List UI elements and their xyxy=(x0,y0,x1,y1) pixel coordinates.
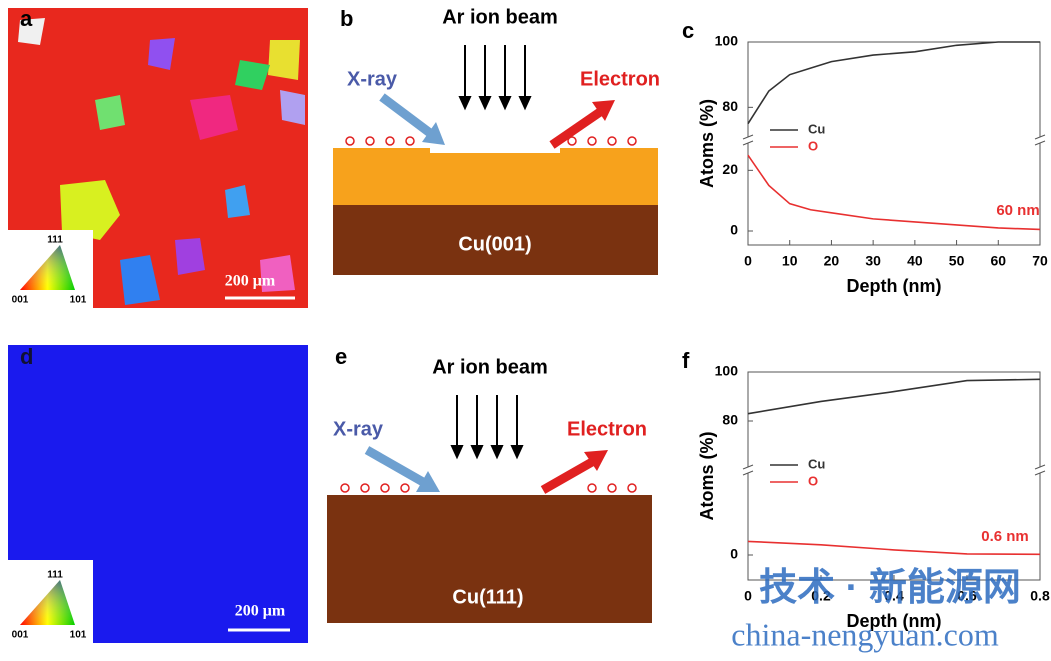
y-axis-label: Atoms (%) xyxy=(697,99,717,188)
y-tick-label: 0 xyxy=(730,546,738,562)
ebsd-map-a xyxy=(8,8,308,308)
x-tick-label: 30 xyxy=(865,253,881,269)
legend-label: 001 xyxy=(12,295,29,306)
oxide-layer xyxy=(333,148,658,206)
charts: 0 20 80 100 0 10 20 30 40 50 60 70 Depth (nm) Atoms (… xyxy=(682,18,1050,631)
electron-label: Electron xyxy=(580,68,660,90)
diagram-b xyxy=(460,45,530,108)
y-tick-label: 0 xyxy=(730,222,738,238)
x-tick-label: 0 xyxy=(744,253,752,269)
figure: a 111 001 101 200 μm d 111 001 101 200 μ… xyxy=(0,0,1051,661)
electrons xyxy=(346,137,636,145)
y-axis-label: Atoms (%) xyxy=(697,431,717,520)
legend-label: Cu xyxy=(808,456,825,471)
x-tick-label: 50 xyxy=(949,253,965,269)
xray-label: X-ray xyxy=(333,418,384,440)
legend-label: Cu xyxy=(808,121,825,136)
electrons xyxy=(341,484,636,492)
electron-arrow xyxy=(543,462,592,490)
annotation: 0.6 nm xyxy=(981,528,1029,545)
diagram-e xyxy=(452,395,522,457)
electron-label: Electron xyxy=(567,418,647,440)
legend-label: 001 xyxy=(12,630,29,641)
substrate-label: Cu(001) xyxy=(458,233,531,255)
legend-label: 111 xyxy=(47,570,63,581)
panel-label: f xyxy=(682,348,690,373)
x-tick-label: 70 xyxy=(1032,253,1048,269)
panel-label: c xyxy=(682,18,694,43)
xray-label: X-ray xyxy=(347,68,398,90)
panel-label: b xyxy=(340,6,353,31)
substrate-label: Cu(111) xyxy=(452,586,523,608)
plot-frame xyxy=(748,372,1040,580)
x-tick-label: 60 xyxy=(990,253,1006,269)
beam-label: Ar ion beam xyxy=(432,356,548,378)
scale-bar-label: 200 μm xyxy=(225,273,276,290)
x-tick-label: 40 xyxy=(907,253,923,269)
x-axis-label: Depth (nm) xyxy=(847,276,942,296)
panel-label: d xyxy=(20,344,33,369)
watermark: china-nengyuan.com xyxy=(731,616,999,652)
y-tick-label: 80 xyxy=(722,98,738,114)
y-tick-label: 100 xyxy=(715,363,739,379)
x-tick-label: 10 xyxy=(782,253,798,269)
legend-label: 101 xyxy=(70,630,87,641)
watermark: 技术 · 新能源网 xyxy=(759,567,1021,609)
beam-label: Ar ion beam xyxy=(442,6,558,28)
x-tick-label: 0 xyxy=(744,588,752,604)
xray-arrow xyxy=(367,450,423,482)
legend-label: O xyxy=(808,138,818,153)
panel-label: a xyxy=(20,6,33,31)
data-line xyxy=(748,42,1040,124)
panel-label: e xyxy=(335,344,347,369)
y-tick-label: 80 xyxy=(722,412,738,428)
x-tick-label: 20 xyxy=(824,253,840,269)
annotation: 60 nm xyxy=(996,202,1039,219)
xray-arrow xyxy=(382,97,430,133)
scale-bar-label: 200 μm xyxy=(235,603,286,620)
data-line xyxy=(748,379,1040,413)
legend-label: 101 xyxy=(70,295,87,306)
ebsd-map-d xyxy=(8,345,308,643)
y-tick-label: 100 xyxy=(715,33,739,49)
legend-label: O xyxy=(808,473,818,488)
y-tick-label: 20 xyxy=(722,161,738,177)
legend-label: 111 xyxy=(47,235,63,246)
page: a 111 001 101 200 μm d 111 001 101 200 μ… xyxy=(0,0,1051,661)
x-tick-label: 0.8 xyxy=(1030,588,1050,604)
